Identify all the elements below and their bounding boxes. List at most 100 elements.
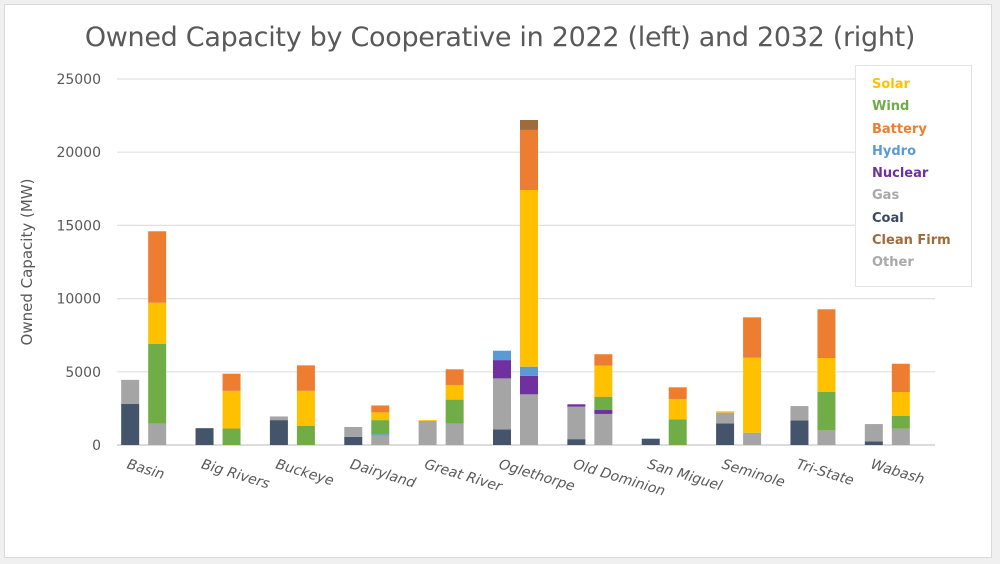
bar-segment-old-dominion-2032-gas [594, 413, 613, 445]
bar-segment-dairyland-2032-other [371, 435, 390, 445]
bar-segment-oglethorpe-2022-coal [493, 429, 511, 445]
bar-segment-seminole-2022-gas [716, 412, 735, 424]
bar-segment-buckeye-2032-solar [296, 390, 315, 426]
y-tick-label: 25000 [56, 72, 101, 88]
bar-segment-oglethorpe-2032-gas [520, 394, 538, 445]
bar-segment-big-rivers-2032-wind [222, 428, 241, 445]
y-tick-label: 0 [92, 438, 101, 454]
bar-segment-oglethorpe-2032-battery [520, 129, 538, 190]
bar-segment-great-river-2032-battery [445, 369, 464, 385]
bar-segment-oglethorpe-2032-hydro [520, 366, 538, 376]
bar-segment-great-river-2022-solar [418, 420, 437, 421]
bar-segment-tri-state-2032-solar [817, 358, 836, 393]
bar-segment-seminole-2032-battery [743, 317, 762, 358]
bar-segment-old-dominion-2022-coal [567, 439, 586, 445]
category-group [344, 405, 390, 445]
bar-segment-wabash-2022-gas [864, 424, 883, 442]
bar-segment-big-rivers-2032-battery [222, 373, 241, 391]
bar-segment-dairyland-2032-solar [371, 412, 390, 421]
bar-segment-tri-state-2032-battery [817, 309, 836, 359]
category-group [716, 317, 762, 445]
bar-segment-san-miguel-2022-coal [641, 438, 660, 445]
bar-segment-oglethorpe-2032-clean-firm [520, 119, 538, 130]
bar-segment-basin-2022-other [121, 379, 140, 382]
bar-segment-basin-2032-solar [148, 302, 167, 344]
x-tick-label: Seminole [720, 457, 787, 491]
x-tick-label: Wabash [869, 457, 927, 488]
bar-segment-basin-2032-wind [148, 343, 167, 424]
bar-segment-seminole-2032-solar [743, 357, 762, 433]
category-group [269, 365, 315, 445]
chart-title: Owned Capacity by Cooperative in 2022 (l… [84, 22, 916, 53]
bar-segment-oglethorpe-2022-nuclear [493, 360, 511, 379]
x-tick-label: Oglethorpe [497, 457, 577, 495]
bar-segment-great-river-2032-other [445, 423, 464, 445]
x-tick-label: Dairyland [348, 457, 417, 492]
bar-segment-tri-state-2032-wind [817, 392, 836, 431]
bar-segment-great-river-2032-solar [445, 384, 464, 400]
bar-segment-san-miguel-2032-battery [668, 387, 687, 400]
y-tick-label: 5000 [65, 365, 101, 381]
bar-segment-dairyland-2032-wind [371, 420, 390, 435]
bar-segment-great-river-2022-gas [418, 420, 437, 445]
bar-segment-basin-2022-gas [121, 381, 140, 405]
category-group [418, 369, 464, 445]
bar-segment-seminole-2022-coal [716, 423, 735, 445]
legend-item-gas: Gas [872, 188, 900, 204]
bar-segment-tri-state-2022-gas [790, 406, 809, 421]
legend-item-other: Other [872, 255, 914, 271]
bar-segment-basin-2032-battery [148, 231, 167, 303]
bar-segment-old-dominion-2032-wind [594, 396, 613, 411]
bar-segment-san-miguel-2032-solar [668, 399, 687, 420]
bar-segment-wabash-2022-coal [864, 441, 883, 445]
legend-item-hydro: Hydro [872, 143, 917, 159]
bar-segment-big-rivers-2032-solar [222, 390, 241, 429]
legend-item-battery: Battery [872, 121, 927, 137]
y-tick-label: 15000 [56, 218, 101, 234]
bar-segment-dairyland-2032-hydro [371, 434, 390, 436]
bar-segment-tri-state-2032-other [817, 430, 836, 445]
bar-segment-buckeye-2022-gas [269, 416, 288, 421]
category-group [641, 387, 687, 445]
y-tick-label: 20000 [56, 145, 101, 161]
bar-segment-wabash-2032-solar [891, 392, 910, 416]
bar-segment-big-rivers-2022-coal [195, 428, 214, 445]
legend-item-solar: Solar [872, 77, 910, 92]
bar-segment-great-river-2032-wind [445, 399, 464, 424]
bar-segment-old-dominion-2022-nuclear [567, 404, 586, 407]
bar-segment-old-dominion-2032-battery [594, 354, 613, 366]
category-group [864, 363, 910, 445]
bar-segment-dairyland-2032-battery [371, 405, 390, 413]
bar-segment-seminole-2022-solar [716, 411, 735, 413]
bar-segment-dairyland-2022-gas [344, 426, 363, 437]
category-group [790, 309, 836, 445]
x-axis-ticks: Basin Big Rivers Buckeye Dairyland Great Riv… [125, 457, 926, 500]
category-group [567, 354, 613, 445]
x-tick-label: Big Rivers [199, 457, 271, 493]
bar-segment-san-miguel-2032-wind [668, 419, 687, 445]
y-axis-label: Owned Capacity (MW) [18, 179, 36, 346]
x-tick-label: Tri-State [794, 457, 855, 490]
chart-frame [4, 4, 992, 558]
bar-segment-seminole-2032-other [743, 432, 762, 445]
bar-segment-wabash-2032-wind [891, 415, 910, 429]
bar-segment-dairyland-2022-coal [344, 436, 363, 445]
y-axis-ticks: 0 5000 10000 15000 20000 25000 [56, 72, 101, 454]
y-tick-label: 10000 [56, 292, 101, 308]
x-tick-label: Basin [125, 457, 166, 483]
category-group [493, 119, 538, 445]
x-tick-label: Buckeye [274, 457, 336, 490]
bar-segment-oglethorpe-2022-hydro [493, 350, 511, 361]
bar-segment-buckeye-2022-coal [269, 420, 288, 445]
legend: Solar Wind Battery Hydro Nuclear Gas Coal Clean… [855, 65, 972, 287]
x-tick-label: Great River [422, 457, 504, 496]
bar-segment-tri-state-2022-coal [790, 420, 809, 445]
bar-segment-oglethorpe-2032-solar [520, 189, 538, 367]
category-group [195, 373, 241, 445]
bar-segment-basin-2032-other [148, 423, 167, 445]
bar-segment-old-dominion-2032-solar [594, 365, 613, 397]
bar-segment-basin-2022-coal [121, 404, 140, 445]
bar-segment-old-dominion-2022-gas [567, 406, 586, 440]
legend-item-wind: Wind [872, 99, 910, 115]
